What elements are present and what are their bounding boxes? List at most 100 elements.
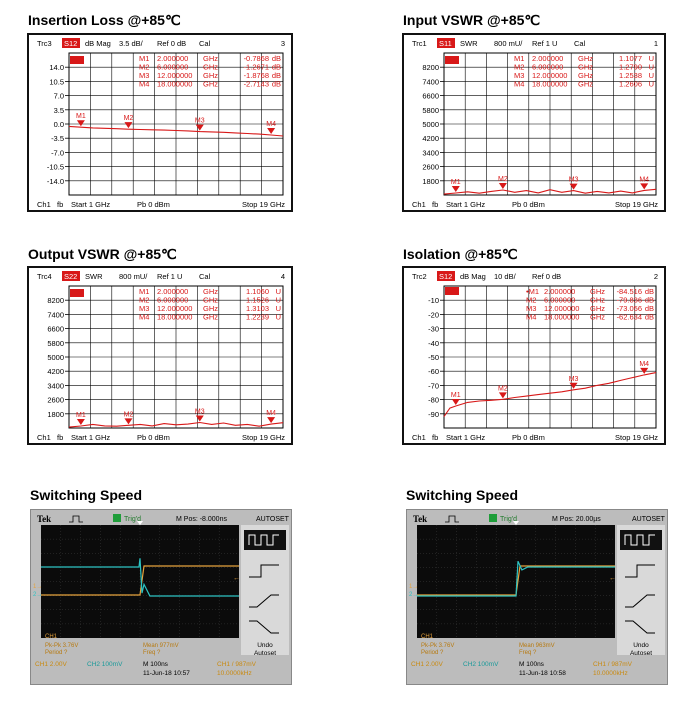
footer-stop: Stop 19 GHz bbox=[615, 200, 658, 209]
channel-number: 2 bbox=[654, 272, 658, 281]
y-tick-label: 8200 bbox=[47, 296, 64, 305]
y-tick-label: 2600 bbox=[47, 396, 64, 405]
waveform-ch1 bbox=[417, 565, 615, 596]
marker-table-value-unit: dB bbox=[272, 63, 281, 72]
readout-pk-pk: Pk-Pk 3.76V bbox=[421, 643, 454, 649]
trig-status: Trig'd bbox=[500, 516, 517, 523]
marker-triangle bbox=[267, 127, 276, 134]
marker-triangle bbox=[640, 367, 649, 374]
autoset-label: AUTOSET bbox=[256, 516, 290, 523]
y-tick-label: 3400 bbox=[422, 148, 439, 157]
marker-table-frequency: 6.000000 bbox=[157, 296, 188, 305]
marker-table-value-unit: U bbox=[276, 296, 281, 305]
y-tick-label: 2600 bbox=[422, 163, 439, 172]
marker-label: M2 bbox=[124, 115, 134, 122]
y-tick-label: 7400 bbox=[422, 77, 439, 86]
y-tick-label: -14.0 bbox=[47, 177, 64, 186]
y-tick-label: 1800 bbox=[422, 177, 439, 186]
footer-fb: fb bbox=[57, 200, 63, 209]
square-wave-icon bbox=[624, 534, 655, 546]
chart-title-isolation: Isolation @+85℃ bbox=[403, 246, 518, 262]
rising-edge-icon bbox=[249, 594, 279, 608]
marker-label: M3 bbox=[195, 408, 205, 415]
network-analyzer-screen-input-vswr: Trc1 S11 SWR 800 mU/Ref 1 U Cal 1 8200 7400 6600… bbox=[402, 33, 666, 212]
format-label: dB Mag bbox=[460, 272, 486, 281]
y-tick-label: -30 bbox=[428, 325, 439, 334]
ch1-ground-marker: 1→ bbox=[33, 584, 42, 590]
marker-triangle bbox=[195, 124, 204, 131]
marker-table-value: 1.2606 bbox=[619, 80, 642, 89]
brand-logo: Tek bbox=[37, 514, 51, 524]
marker-table-frequency: 18.000000 bbox=[544, 313, 579, 322]
footer-start: Start 1 GHz bbox=[446, 433, 485, 442]
marker-table-frequency: 12.000000 bbox=[157, 71, 192, 80]
switching-speed-chart-1: Tek Trig'd M Pos: -8.000ns AUTOSET 1→ 2→ ← CH1 U… bbox=[33, 514, 290, 677]
marker-table-value: -0.7868 bbox=[244, 54, 269, 63]
y-tick-label: -60 bbox=[428, 367, 439, 376]
footer-fb: fb bbox=[57, 433, 63, 442]
marker-table-name: M4 bbox=[139, 313, 149, 322]
y-tick-label: 0.0 bbox=[54, 120, 64, 129]
footer-trigger-level: CH1 / 987mV bbox=[593, 661, 633, 668]
marker-table-unit: GHz bbox=[203, 71, 218, 80]
ref-label: Ref 1 U bbox=[532, 39, 557, 48]
marker-label: M1 bbox=[76, 412, 86, 419]
marker-table-frequency: 12.000000 bbox=[532, 71, 567, 80]
y-tick-label: 7400 bbox=[47, 310, 64, 319]
marker-label: M2 bbox=[124, 411, 134, 418]
marker-label: M1 bbox=[76, 113, 86, 120]
y-tick-label: -20 bbox=[428, 310, 439, 319]
marker-table-name: M3 bbox=[514, 71, 524, 80]
ref-label: Ref 0 dB bbox=[532, 272, 561, 281]
y-tick-label: 1800 bbox=[47, 410, 64, 419]
readout-channel: CH1 bbox=[45, 634, 58, 640]
marker-label: M4 bbox=[639, 361, 649, 368]
footer-ch2-scale: CH2 100mV bbox=[463, 661, 499, 668]
marker-triangle bbox=[124, 122, 133, 129]
autoset-undo-label: Autoset bbox=[254, 650, 276, 657]
footer-channel: Ch1 bbox=[37, 200, 51, 209]
marker-table-name: M4 bbox=[514, 80, 524, 89]
measurement-trace bbox=[443, 188, 657, 195]
y-tick-label: -70 bbox=[428, 381, 439, 390]
marker-label: M4 bbox=[266, 121, 276, 128]
marker-label: M4 bbox=[266, 410, 276, 417]
footer-date: 11-Jun-18 10:58 bbox=[519, 670, 566, 677]
oscilloscope-screen-1: Tek Trig'd M Pos: -8.000ns AUTOSET 1→ 2→ ← CH1 U… bbox=[30, 509, 292, 685]
footer-timebase: M 100ns bbox=[143, 661, 169, 668]
marker-table-value-unit: dB bbox=[272, 54, 281, 63]
input-vswr-chart: Trc1 S11 SWR 800 mU/Ref 1 U Cal 1 8200 7400 6600… bbox=[412, 38, 658, 209]
marker-table-value: -1.2671 bbox=[244, 63, 269, 72]
marker-table-name: M2 bbox=[514, 63, 524, 72]
single-cycle-icon bbox=[249, 564, 279, 578]
autoset-label: AUTOSET bbox=[632, 516, 666, 523]
output-vswr-chart: Trc4 S22 SWR 800 mU/Ref 1 U Cal 4 8200 7400 6600… bbox=[37, 271, 285, 442]
trig-status-icon bbox=[489, 514, 497, 522]
marker-table-unit: GHz bbox=[578, 71, 593, 80]
chart-title-switching-speed-2: Switching Speed bbox=[406, 487, 519, 503]
ref-label: Ref 1 U bbox=[157, 272, 182, 281]
param-badge bbox=[437, 271, 455, 281]
network-analyzer-screen-isolation: Trc2 S12 dB Mag 10 dB/Ref 0 dB 2 -10 -20 -30 -40… bbox=[402, 266, 666, 445]
footer-fb: fb bbox=[432, 200, 438, 209]
marker-table-unit: GHz bbox=[203, 296, 218, 305]
autoset-square-wave-option bbox=[620, 530, 662, 550]
marker-table-unit: GHz bbox=[203, 80, 218, 89]
marker-table-value-unit: U bbox=[276, 287, 281, 296]
y-tick-label: -40 bbox=[428, 339, 439, 348]
ref-label: Ref 0 dB bbox=[157, 39, 186, 48]
waveform-ch2 bbox=[417, 560, 615, 597]
y-tick-label: 5000 bbox=[422, 120, 439, 129]
m-pos-label: M Pos: 20.00µs bbox=[552, 516, 601, 523]
marker-table-value-unit: U bbox=[649, 54, 654, 63]
readout-period: Period ? bbox=[421, 650, 444, 656]
footer-channel: Ch1 bbox=[412, 433, 426, 442]
marker-table-frequency: 2.000000 bbox=[532, 54, 563, 63]
readout-frequency: Freq ? bbox=[519, 650, 537, 656]
marker-table-name: M2 bbox=[139, 296, 149, 305]
marker-triangle bbox=[195, 415, 204, 422]
footer-ch1-scale: CH1 2.00V bbox=[411, 661, 443, 668]
chart-title-insertion-loss: Insertion Loss @+85℃ bbox=[28, 12, 181, 28]
marker-table-unit: GHz bbox=[203, 54, 218, 63]
y-tick-label: -80 bbox=[428, 396, 439, 405]
